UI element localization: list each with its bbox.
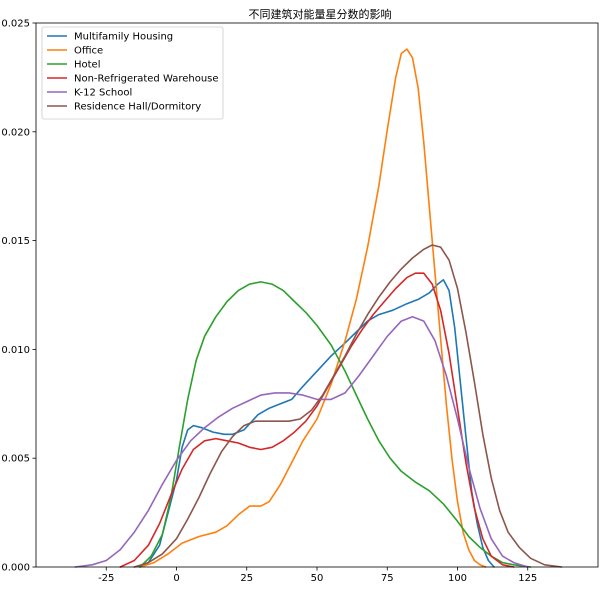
y-tick-label: 0.005 xyxy=(1,454,30,465)
legend: Multifamily Housing Office Hotel Non-Refrig… xyxy=(41,26,224,120)
y-tick-label: 0.020 xyxy=(1,127,30,138)
x-tick-label: 75 xyxy=(381,573,394,584)
legend-label: Non-Refrigerated Warehouse xyxy=(74,74,219,85)
legend-label: K-12 School xyxy=(74,88,132,99)
chart-title: 不同建筑对能量星分数的影响 xyxy=(249,7,392,21)
x-tick-label: 50 xyxy=(311,573,324,584)
y-tick-label: 0.010 xyxy=(1,345,30,356)
series-line-1 xyxy=(139,278,495,568)
legend-label: Office xyxy=(74,46,103,57)
axes: -25 0 25 50 75 100 125 0.000 0.005 0.010 0.015 0.02… xyxy=(1,19,599,584)
y-tick-label: 0.025 xyxy=(1,19,30,30)
series-line-5 xyxy=(74,315,529,568)
legend-box xyxy=(41,26,224,120)
plot-area xyxy=(74,48,563,568)
series-line-6 xyxy=(133,244,563,568)
x-tick-label: 100 xyxy=(448,573,467,584)
x-tick-label: 25 xyxy=(240,573,253,584)
series-line-3 xyxy=(139,281,532,568)
x-tick-label: 125 xyxy=(518,573,537,584)
x-tick-label: 0 xyxy=(173,573,179,584)
x-tick-label: -25 xyxy=(98,573,114,584)
y-tick-label: 0.000 xyxy=(1,563,30,574)
y-tick-label: 0.015 xyxy=(1,236,30,247)
legend-label: Hotel xyxy=(74,60,101,71)
legend-label: Residence Hall/Dormitory xyxy=(74,102,201,113)
series-line-2 xyxy=(139,48,487,568)
legend-label: Multifamily Housing xyxy=(74,32,173,43)
